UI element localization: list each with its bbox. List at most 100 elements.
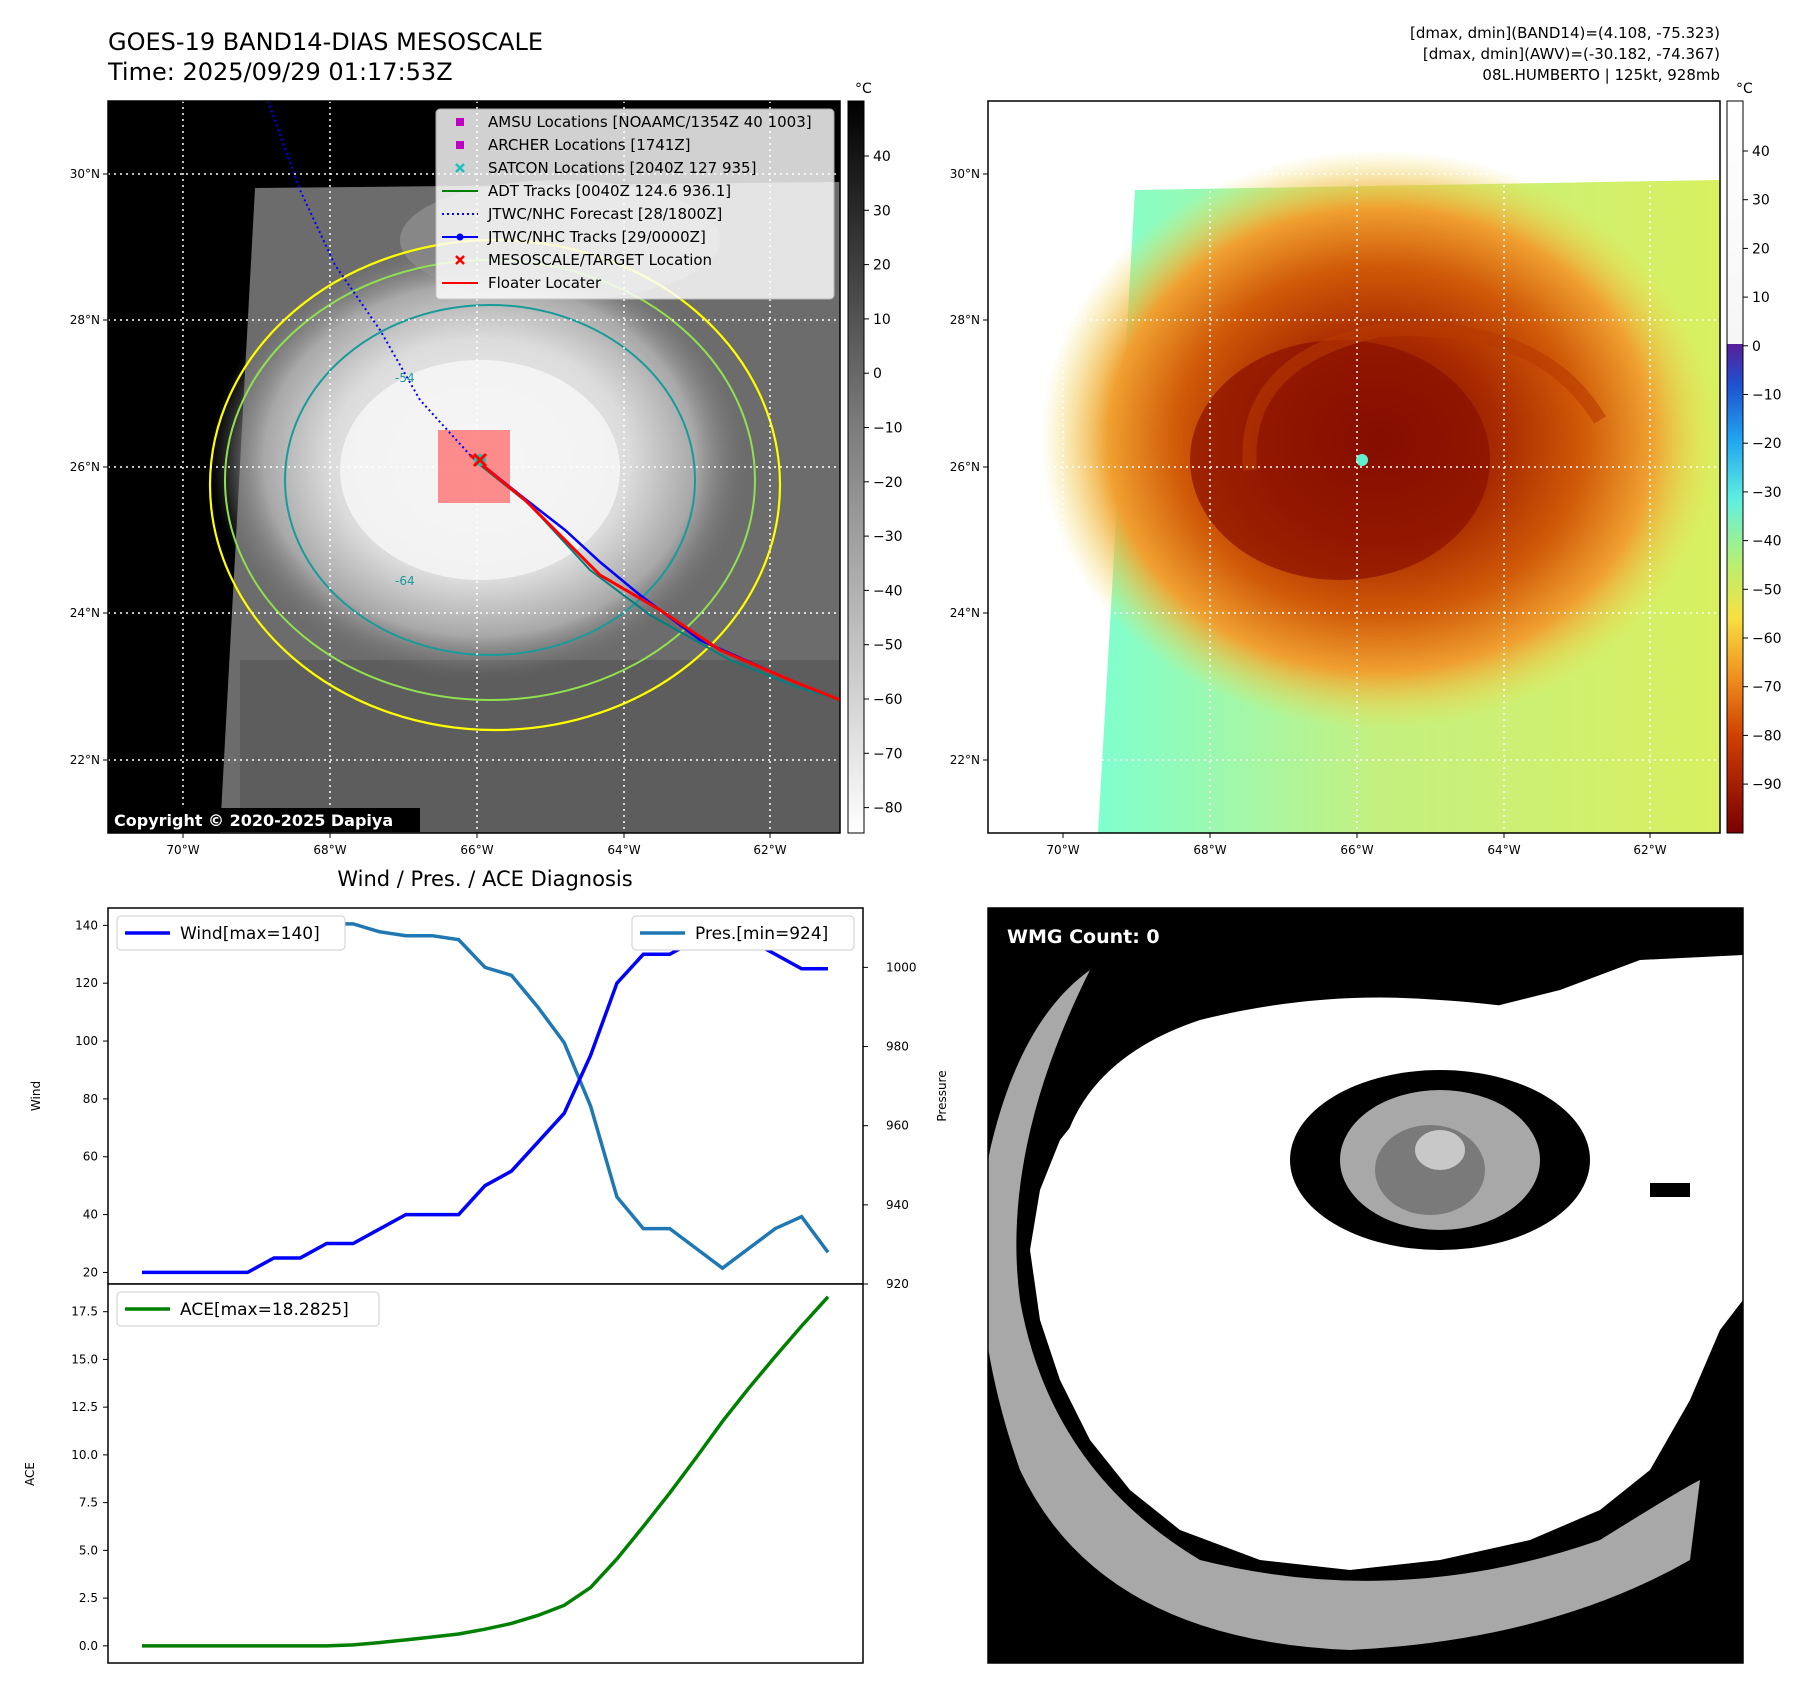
wind-pres-axes (107, 907, 864, 1285)
pressure-legend-label: Pres.[min=924] (695, 924, 828, 944)
lat-tick-label: 22°N (70, 753, 100, 767)
ace-tick-label: 12.5 (71, 1400, 98, 1414)
wind-tick-label: 20 (83, 1265, 98, 1279)
legend-label: AMSU Locations [NOAAMC/1354Z 40 1003] (488, 113, 812, 131)
wind-legend: Wind[max=140] (116, 915, 346, 951)
colorbar-tick-label: −60 (873, 692, 903, 708)
ace-y-ticks: 0.0 2.5 5.0 7.5 10.0 12.5 15.0 17.5 (71, 1305, 108, 1653)
legend-square-marker (456, 141, 464, 149)
ace-axes (107, 1283, 864, 1664)
ace-tick-label: 0.0 (79, 1639, 98, 1653)
legend-x-marker (455, 163, 465, 173)
floater-track (469, 453, 840, 702)
figure-time: Time: 2025/09/29 01:17:53Z (107, 58, 453, 86)
pressure-tick-label: 940 (886, 1198, 909, 1212)
colorbar-tick-label: −80 (1752, 728, 1782, 744)
wind-tick-label: 120 (75, 976, 98, 990)
pressure-tick-label: 960 (886, 1119, 909, 1133)
colorbar-color-bottom (1727, 344, 1743, 833)
ace-tick-label: 17.5 (71, 1305, 98, 1319)
mesoscale-target-box (438, 430, 510, 503)
ace-legend: ACE[max=18.2825] (116, 1291, 380, 1327)
legend-item: JTWC/NHC Tracks [29/0000Z] (442, 228, 706, 246)
legend-box (435, 108, 835, 300)
ace-tick-label: 15.0 (71, 1352, 98, 1366)
wind-legend-box (116, 915, 346, 951)
map1-lower-clouds (240, 660, 840, 833)
colorbar-tick-label: −20 (1752, 436, 1782, 452)
colorbar-gray-bar (847, 100, 865, 834)
lat-tick-label: 28°N (70, 313, 100, 327)
map2-lat-ticks: 30°N 28°N 26°N 24°N 22°N (950, 167, 988, 767)
colorbar-tick-label: −60 (1752, 631, 1782, 647)
colorbar-tick-label: 40 (1752, 144, 1770, 160)
colorbar-color-frame (1726, 100, 1744, 834)
colorbar-tick-label: −40 (1752, 534, 1782, 550)
colorbar-tick-label: −40 (873, 583, 903, 599)
map1-contour-teal (284, 304, 696, 656)
colorbar-tick-label: −20 (873, 475, 903, 491)
colorbar-tick-label: −70 (1752, 680, 1782, 696)
colorbar-gray: °C 40 30 20 10 0 −10 −20 −30 −40 −50 −60 −70 −80 (847, 81, 903, 834)
legend-label: JTWC/NHC Tracks [29/0000Z] (487, 228, 706, 246)
legend-label: JTWC/NHC Forecast [28/1800Z] (487, 205, 722, 223)
lat-tick-label: 30°N (70, 167, 100, 181)
wind-tick-label: 40 (83, 1208, 98, 1222)
colorbar-tick-label: −10 (873, 421, 903, 437)
wind-tick-label: 60 (83, 1150, 98, 1164)
lat-tick-label: 26°N (950, 460, 980, 474)
legend-item: SATCON Locations [2040Z 127 935] (455, 159, 756, 177)
colorbar-tick-label: 20 (873, 258, 891, 274)
wind-tick-label: 100 (75, 1034, 98, 1048)
lon-tick-label: 70°W (166, 843, 199, 857)
lon-tick-label: 66°W (460, 843, 493, 857)
pressure-tick-label: 1000 (886, 960, 917, 974)
pressure-tick-label: 980 (886, 1040, 909, 1054)
legend-label: Floater Locater (488, 274, 602, 292)
wind-tick-label: 80 (83, 1092, 98, 1106)
info-storm: 08L.HUMBERTO | 125kt, 928mb (1482, 66, 1720, 84)
colorbar-tick-label: −10 (1752, 388, 1782, 404)
info-band14-range: [dmax, dmin](BAND14)=(4.108, -75.323) (1410, 24, 1720, 42)
colorbar-tick-label: −70 (873, 746, 903, 762)
map2-gridlines (988, 101, 1720, 833)
map2-eye (1356, 454, 1368, 466)
legend-item: JTWC/NHC Forecast [28/1800Z] (442, 205, 722, 223)
colorbar-color-top (1727, 101, 1743, 344)
lat-tick-label: 28°N (950, 313, 980, 327)
legend-square-marker (456, 118, 464, 126)
pressure-legend-box (631, 915, 855, 951)
ace-tick-label: 10.0 (71, 1448, 98, 1462)
colorbar-tick-label: −80 (873, 801, 903, 817)
lon-tick-label: 68°W (313, 843, 346, 857)
colorbar-tick-label: 30 (873, 203, 891, 219)
colorbar-tick-label: −50 (1752, 582, 1782, 598)
colorbar-color: °C 40 30 20 10 0 −10 −20 −30 −40 −50 −60 −70 −80 −90 (1726, 81, 1782, 834)
lat-tick-label: 24°N (70, 606, 100, 620)
pressure-y-label: Pressure (935, 1070, 949, 1121)
colorbar-tick-label: 0 (1752, 339, 1761, 355)
lat-tick-label: 22°N (950, 753, 980, 767)
ace-tick-label: 2.5 (79, 1591, 98, 1605)
colorbar-tick-label: 10 (1752, 290, 1770, 306)
wmg-speck (1650, 1183, 1690, 1197)
wind-y-ticks: 20 40 60 80 100 120 140 (75, 918, 108, 1279)
lon-tick-label: 64°W (607, 843, 640, 857)
lon-tick-label: 66°W (1340, 843, 1373, 857)
map-legend: AMSU Locations [NOAAMC/1354Z 40 1003] ARC… (435, 108, 835, 300)
color-ir-map: 30°N 28°N 26°N 24°N 22°N 70°W 68°W 66°W 64°W 62°… (950, 100, 1721, 857)
map1-lon-ticks: 70°W 68°W 66°W 64°W 62°W (166, 833, 787, 857)
diagnosis-title: Wind / Pres. / ACE Diagnosis (337, 867, 632, 891)
ace-tick-label: 7.5 (79, 1496, 98, 1510)
lon-tick-label: 64°W (1487, 843, 1520, 857)
colorbar-tick-label: 30 (1752, 193, 1770, 209)
wmg-dark-region (988, 908, 1743, 1663)
colorbar-tick-label: −50 (873, 638, 903, 654)
ace-tick-label: 5.0 (79, 1543, 98, 1557)
wind-y-label: Wind (29, 1081, 43, 1111)
lat-tick-label: 30°N (950, 167, 980, 181)
pressure-tick-label: 920 (886, 1277, 909, 1291)
target-x-marker (472, 452, 488, 468)
map2-spiral-band (1242, 322, 1607, 471)
